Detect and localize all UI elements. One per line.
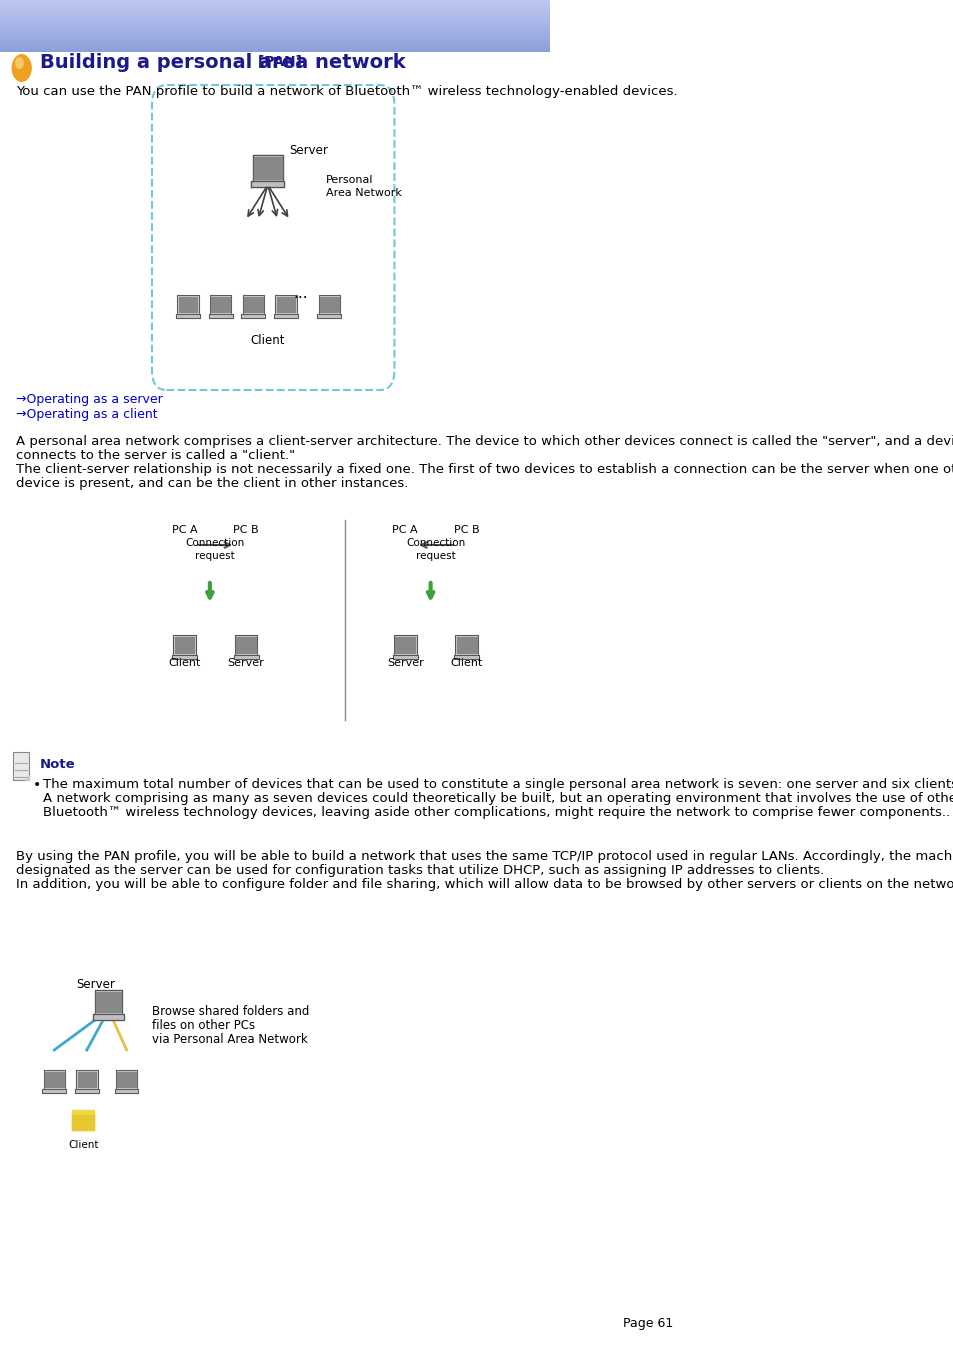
Circle shape <box>15 57 24 69</box>
Text: Area Network: Area Network <box>325 188 401 199</box>
Text: By using the PAN profile, you will be able to build a network that uses the same: By using the PAN profile, you will be ab… <box>16 850 953 863</box>
Text: [PAN]: [PAN] <box>253 55 302 69</box>
Text: via Personal Area Network: via Personal Area Network <box>152 1034 308 1046</box>
Text: Client: Client <box>168 658 200 667</box>
Text: Client: Client <box>251 334 285 346</box>
Text: Page 61: Page 61 <box>622 1317 673 1329</box>
Text: PC B: PC B <box>454 526 479 535</box>
Text: The client-server relationship is not necessarily a fixed one. The first of two : The client-server relationship is not ne… <box>16 463 953 476</box>
Text: •: • <box>32 778 41 792</box>
Text: Building a personal area network: Building a personal area network <box>40 53 405 72</box>
Text: Connection: Connection <box>406 538 465 549</box>
Text: Client: Client <box>68 1140 98 1150</box>
Text: Server: Server <box>228 658 264 667</box>
Text: connects to the server is called a "client.": connects to the server is called a "clie… <box>16 449 294 462</box>
Text: ...: ... <box>293 285 308 300</box>
Text: You can use the PAN profile to build a network of Bluetooth™ wireless technology: You can use the PAN profile to build a n… <box>16 85 677 99</box>
Text: Client: Client <box>450 658 482 667</box>
Text: Server: Server <box>289 143 328 157</box>
Text: PC A: PC A <box>172 526 197 535</box>
Circle shape <box>11 54 31 82</box>
Text: Note: Note <box>40 758 75 771</box>
Polygon shape <box>26 775 29 780</box>
Text: Connection: Connection <box>186 538 245 549</box>
Text: In addition, you will be able to configure folder and file sharing, which will a: In addition, you will be able to configu… <box>16 878 953 892</box>
Text: Browse shared folders and: Browse shared folders and <box>152 1005 309 1019</box>
Text: →Operating as a client: →Operating as a client <box>16 408 157 422</box>
Text: request: request <box>195 551 235 561</box>
Text: PC B: PC B <box>233 526 258 535</box>
Text: →Operating as a server: →Operating as a server <box>16 393 163 407</box>
Bar <box>0 0 550 51</box>
Text: PC A: PC A <box>392 526 417 535</box>
Text: Server: Server <box>387 658 423 667</box>
Text: Personal: Personal <box>325 176 373 185</box>
Text: A network comprising as many as seven devices could theoretically be built, but : A network comprising as many as seven de… <box>44 792 953 805</box>
Text: A personal area network comprises a client-server architecture. The device to wh: A personal area network comprises a clie… <box>16 435 953 449</box>
Text: device is present, and can be the client in other instances.: device is present, and can be the client… <box>16 477 408 490</box>
Text: The maximum total number of devices that can be used to constitute a single pers: The maximum total number of devices that… <box>44 778 953 790</box>
Text: Bluetooth™ wireless technology devices, leaving aside other complications, might: Bluetooth™ wireless technology devices, … <box>44 807 949 819</box>
Bar <box>13 753 29 780</box>
Text: Server: Server <box>76 978 114 992</box>
Text: request: request <box>416 551 456 561</box>
Text: designated as the server can be used for configuration tasks that utilize DHCP, : designated as the server can be used for… <box>16 865 823 877</box>
Text: files on other PCs: files on other PCs <box>152 1019 254 1032</box>
